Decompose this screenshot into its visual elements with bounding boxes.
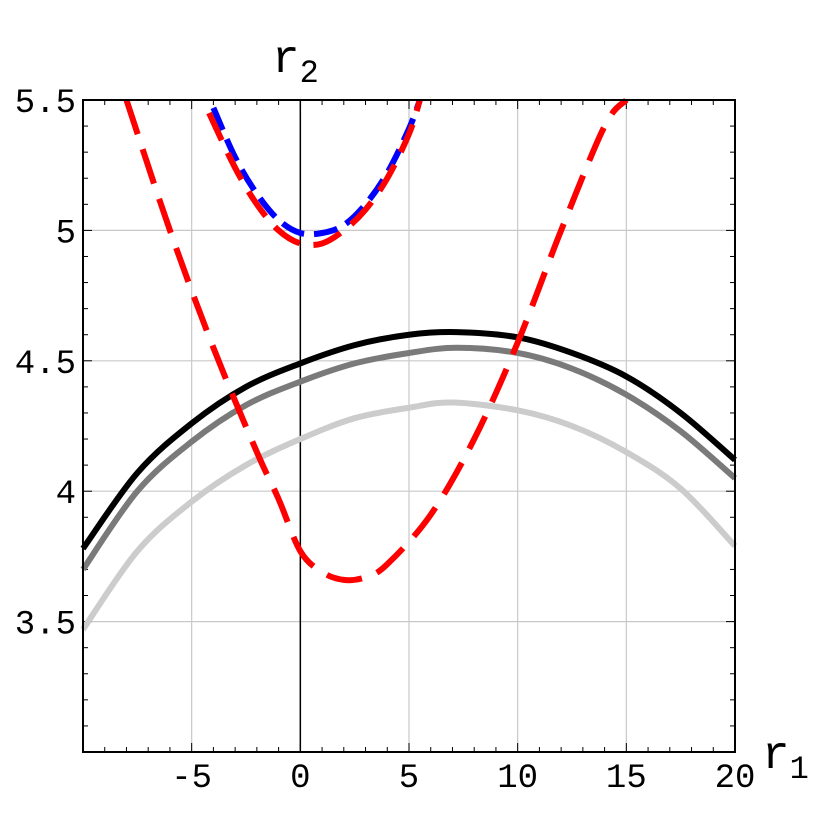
- series-line-6-dashed: [206, 99, 423, 249]
- y-axis-title-main: r: [272, 34, 300, 86]
- x-tick-labels: -5 0 5 10 15 20: [171, 760, 755, 798]
- y-axis-title: r2: [272, 34, 319, 92]
- plot-frame: [82, 99, 736, 753]
- series-line-5-dashed: [210, 98, 423, 238]
- series-line-4-dashed: [123, 97, 629, 584]
- x-tick-label: 20: [715, 760, 756, 798]
- x-tick-label: 5: [399, 760, 419, 798]
- x-axis-title-sub: 1: [790, 751, 809, 788]
- series-line-1-solid: [80, 329, 737, 551]
- x-tick-label: 10: [497, 760, 538, 798]
- x-axis-title-main: r: [762, 730, 790, 782]
- x-tick-label: 0: [290, 760, 310, 798]
- y-tick-label: 5.5: [15, 85, 76, 123]
- y-tick-label: 3.5: [15, 607, 76, 645]
- series-layer: [80, 97, 738, 632]
- series-line-3-solid: [80, 399, 738, 632]
- y-axis-title-sub: 2: [300, 55, 319, 92]
- x-tick-label: -5: [171, 760, 212, 798]
- y-tick-label: 5: [56, 215, 76, 253]
- x-tick-label: 15: [606, 760, 647, 798]
- x-axis-title: r1: [762, 730, 809, 788]
- y-tick-label: 4: [56, 476, 76, 514]
- y-tick-labels: 3.5 4 4.5 5 5.5: [15, 85, 76, 645]
- series-line-2-solid: [80, 344, 737, 572]
- y-tick-label: 4.5: [15, 346, 76, 384]
